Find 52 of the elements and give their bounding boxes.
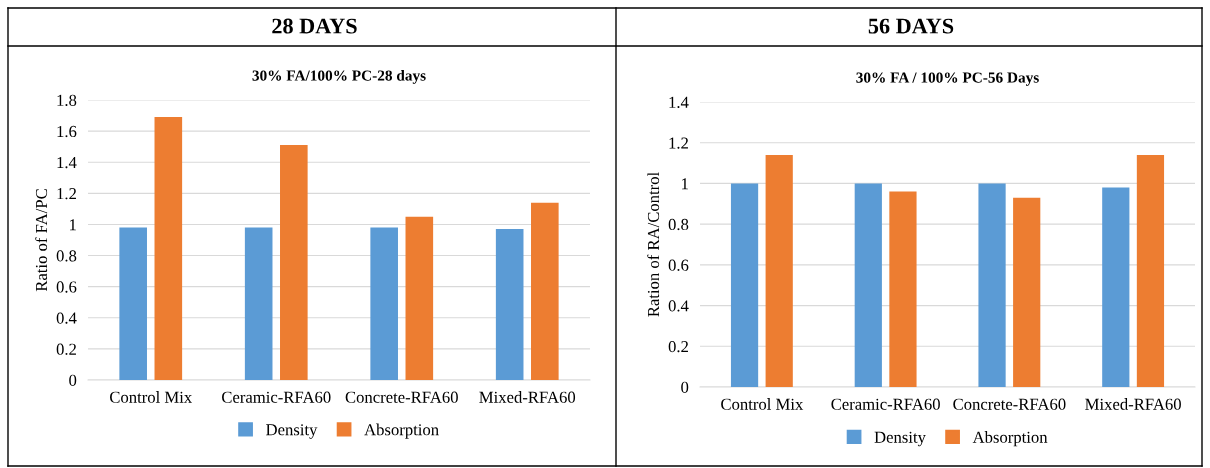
bar <box>765 154 793 387</box>
y-tick-label: 0.4 <box>668 300 689 312</box>
y-tick-label: 1.6 <box>57 125 77 138</box>
y-tick-label: 0.6 <box>668 259 689 271</box>
y-tick-label: 1.4 <box>57 157 77 169</box>
y-tick-label: 0.2 <box>56 343 76 355</box>
x-tick-label: Control Mix <box>721 398 804 410</box>
legend-label: Absorption <box>972 431 1048 447</box>
y-tick-label: 0 <box>681 381 689 393</box>
y-tick-label: 1.8 <box>57 94 77 107</box>
y-axis-title: Ration of RA/Control <box>647 172 660 317</box>
bar <box>1013 197 1041 387</box>
chart-title: 28 DAYS <box>272 18 357 34</box>
y-tick-label: 0.2 <box>668 340 688 353</box>
bar <box>1102 187 1130 387</box>
bar <box>119 227 147 380</box>
legend-label: Absorption <box>364 423 439 439</box>
y-tick-label: 0.4 <box>56 312 77 324</box>
y-tick-label: 1.4 <box>669 96 689 109</box>
x-tick-label: Mixed-RFA60 <box>479 391 576 403</box>
y-tick-label: 1 <box>70 219 76 231</box>
bar <box>1136 154 1165 387</box>
y-tick-label: 1 <box>682 178 688 190</box>
y-axis-title: Ratio of FA/PC <box>35 189 48 292</box>
bar <box>854 183 882 387</box>
x-tick-label: Control Mix <box>110 391 192 403</box>
bar <box>495 229 524 380</box>
x-tick-label: Ceramic-RFA60 <box>831 398 940 410</box>
bar <box>405 216 434 380</box>
y-tick-label: 0.8 <box>668 218 689 231</box>
y-tick-label: 1.2 <box>669 137 688 149</box>
x-tick-label: Ceramic-RFA60 <box>222 391 331 403</box>
y-tick-label: 0 <box>69 374 77 386</box>
x-tick-label: Concrete-RFA60 <box>345 391 458 403</box>
bar <box>244 227 273 380</box>
legend-label: Density <box>874 431 926 447</box>
bar <box>978 183 1006 387</box>
y-tick-label: 1.2 <box>57 188 76 200</box>
bar <box>154 117 183 380</box>
chart-title: 56 DAYS <box>868 18 954 34</box>
x-tick-label: Concrete-RFA60 <box>953 398 1066 410</box>
legend-label: Density <box>266 424 318 439</box>
bar <box>370 227 398 380</box>
chart-subtitle: 30% FA/100% PC-28 days <box>252 69 426 84</box>
bar <box>531 202 559 380</box>
chart-subtitle: 30% FA / 100% PC-56 Days <box>856 72 1039 86</box>
x-tick-label: Mixed-RFA60 <box>1085 398 1181 410</box>
bar <box>889 191 917 387</box>
bar <box>730 183 759 387</box>
bar <box>280 145 308 380</box>
y-tick-label: 0.6 <box>56 281 77 293</box>
y-tick-label: 0.8 <box>56 250 77 262</box>
